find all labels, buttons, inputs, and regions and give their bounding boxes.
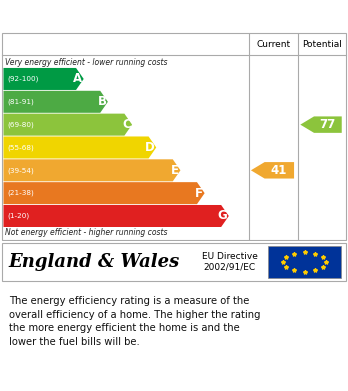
Text: F: F	[195, 187, 203, 200]
Polygon shape	[3, 205, 229, 227]
Text: B: B	[97, 95, 106, 108]
Polygon shape	[3, 182, 205, 204]
Polygon shape	[3, 159, 180, 181]
Text: (39-54): (39-54)	[8, 167, 34, 174]
Polygon shape	[3, 91, 108, 113]
Text: 41: 41	[270, 164, 287, 177]
Text: E: E	[171, 164, 179, 177]
Text: Very energy efficient - lower running costs: Very energy efficient - lower running co…	[5, 58, 168, 67]
Text: EU Directive
2002/91/EC: EU Directive 2002/91/EC	[202, 252, 258, 272]
Text: (69-80): (69-80)	[8, 121, 34, 128]
Text: D: D	[145, 141, 155, 154]
Polygon shape	[3, 136, 156, 158]
Text: G: G	[218, 210, 228, 222]
Text: (1-20): (1-20)	[8, 213, 30, 219]
Text: Not energy efficient - higher running costs: Not energy efficient - higher running co…	[5, 228, 168, 237]
Polygon shape	[3, 114, 132, 136]
Bar	[268, 246, 341, 278]
Polygon shape	[3, 68, 84, 90]
Text: England & Wales: England & Wales	[9, 253, 180, 271]
Text: Potential: Potential	[302, 40, 342, 49]
Polygon shape	[300, 117, 342, 133]
Text: Current: Current	[256, 40, 291, 49]
Text: (21-38): (21-38)	[8, 190, 34, 196]
Text: (92-100): (92-100)	[8, 76, 39, 82]
Text: C: C	[122, 118, 131, 131]
Text: The energy efficiency rating is a measure of the
overall efficiency of a home. T: The energy efficiency rating is a measur…	[9, 296, 260, 347]
Text: 77: 77	[319, 118, 335, 131]
Text: (81-91): (81-91)	[8, 99, 34, 105]
Text: (55-68): (55-68)	[8, 144, 34, 151]
Polygon shape	[251, 162, 294, 179]
Text: A: A	[73, 72, 82, 86]
Text: Energy Efficiency Rating: Energy Efficiency Rating	[9, 9, 230, 24]
